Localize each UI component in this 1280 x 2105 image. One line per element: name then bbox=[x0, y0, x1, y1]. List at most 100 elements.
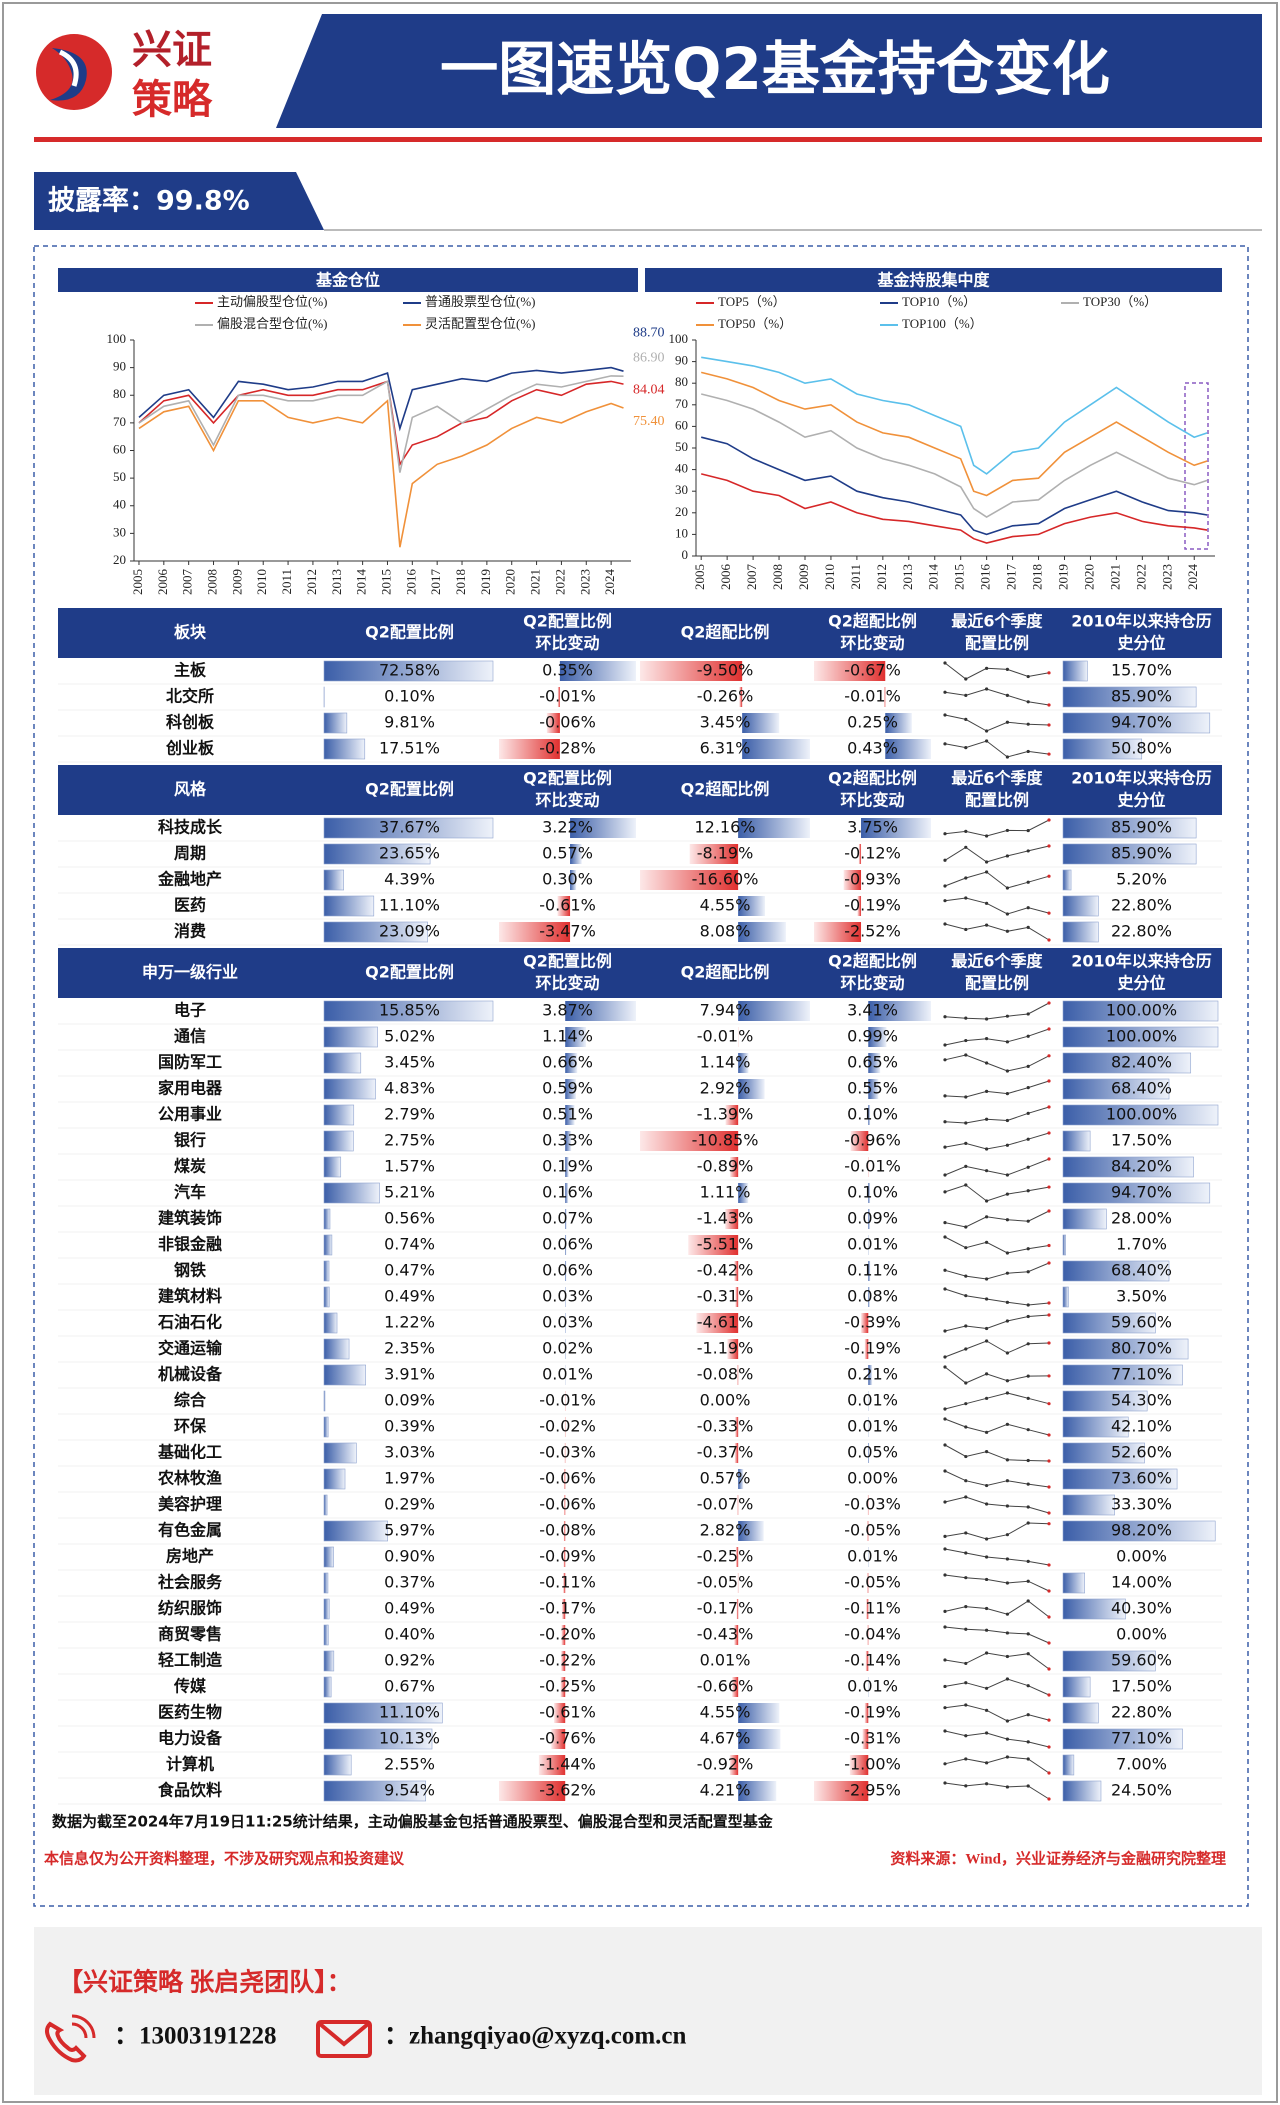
sparkline-point bbox=[964, 1681, 968, 1685]
x-tick-label: 2017 bbox=[1004, 564, 1019, 591]
sparkline-point bbox=[1047, 1771, 1051, 1775]
legend-label: 偏股混合型仓位(%) bbox=[217, 316, 328, 331]
cell-value: 0.56% bbox=[384, 1209, 435, 1228]
change-bar-positive bbox=[565, 1053, 578, 1073]
change-bar-negative bbox=[563, 1547, 566, 1567]
sparkline bbox=[944, 1002, 1050, 1020]
percentile-bar bbox=[1062, 1728, 1183, 1750]
row-name: 电力设备 bbox=[158, 1729, 223, 1748]
cell-value: 0.57% bbox=[700, 1469, 751, 1488]
change-bar-negative bbox=[843, 870, 862, 890]
row-name: 科技成长 bbox=[158, 818, 223, 837]
cell-value: 1.57% bbox=[384, 1157, 435, 1176]
cell-value: 2.82% bbox=[700, 1521, 751, 1540]
cell-value: -3.62% bbox=[539, 1781, 596, 1800]
sparkline-point bbox=[1047, 1693, 1051, 1697]
sparkline-point bbox=[1026, 1314, 1030, 1319]
cell-value: 0.10% bbox=[847, 1183, 898, 1202]
sparkline-point bbox=[943, 1043, 947, 1047]
sparkline-point bbox=[1047, 1797, 1051, 1801]
cell-value: 22.80% bbox=[1111, 922, 1172, 941]
change-bar-positive bbox=[570, 870, 577, 890]
x-tick-label: 2023 bbox=[577, 569, 592, 595]
sparkline bbox=[944, 845, 1050, 863]
sparkline-point bbox=[985, 1240, 989, 1244]
sparkline-point bbox=[1026, 674, 1030, 679]
percentile-bar bbox=[1062, 1754, 1075, 1776]
cell-value: -0.19% bbox=[844, 1339, 901, 1358]
cell-value: 4.83% bbox=[384, 1079, 435, 1098]
sparkline-point bbox=[943, 713, 947, 717]
column-header: 史分位 bbox=[1117, 634, 1165, 653]
sparkline-point bbox=[1005, 1118, 1010, 1123]
change-bar-positive bbox=[868, 1027, 887, 1047]
x-tick-label: 2022 bbox=[552, 569, 567, 595]
sparkline-point bbox=[1005, 1533, 1010, 1537]
sparkline-point bbox=[964, 845, 968, 849]
sparkline-point bbox=[985, 1537, 989, 1541]
change-bar-positive bbox=[565, 1157, 569, 1177]
cell-value: 100.00% bbox=[1106, 1001, 1177, 1020]
sparkline-point bbox=[1005, 1755, 1010, 1759]
change-bar-negative bbox=[865, 1651, 869, 1671]
sparkline bbox=[944, 923, 1050, 941]
percentile-bar bbox=[1062, 1026, 1219, 1048]
contact-box bbox=[34, 1927, 1262, 2095]
column-header: 最近6个季度 bbox=[951, 769, 1043, 788]
sparkline bbox=[944, 714, 1050, 732]
sparkline-point bbox=[1005, 854, 1010, 858]
sparkline bbox=[944, 1340, 1050, 1358]
sparkline-point bbox=[964, 1274, 968, 1278]
percentile-bar bbox=[1062, 1000, 1219, 1022]
change-bar-positive bbox=[868, 1209, 870, 1229]
mail-shape bbox=[316, 2020, 372, 2058]
y-tick-label: 20 bbox=[113, 552, 126, 567]
page-title: 一图速览Q2基金持仓变化 bbox=[440, 35, 1110, 103]
sparkline-point bbox=[1047, 1243, 1051, 1248]
cell-value: 0.00% bbox=[847, 1469, 898, 1488]
row-name: 计算机 bbox=[166, 1755, 214, 1774]
percentile-bar bbox=[1062, 738, 1143, 760]
row-name: 公用事业 bbox=[158, 1105, 222, 1124]
column-header: 2010年以来持仓历 bbox=[1071, 612, 1212, 631]
change-bar-positive bbox=[565, 1105, 575, 1125]
sparkline-point bbox=[943, 1287, 947, 1291]
change-bar-positive bbox=[742, 739, 810, 759]
x-tick-label: 2013 bbox=[329, 569, 344, 595]
sparkline-point bbox=[1005, 1422, 1010, 1426]
cell-value: -0.01% bbox=[539, 687, 596, 706]
legend-label: TOP30（%） bbox=[1083, 294, 1157, 309]
cell-value: -0.96% bbox=[844, 1131, 901, 1150]
alloc-bar bbox=[323, 895, 375, 917]
sparkline-point bbox=[943, 1417, 947, 1421]
cell-value: 14.00% bbox=[1111, 1573, 1172, 1592]
cell-value: 94.70% bbox=[1111, 1183, 1172, 1202]
legend-label: TOP10（%） bbox=[902, 294, 976, 309]
sparkline-point bbox=[1047, 1079, 1051, 1083]
sparkline-point bbox=[943, 1221, 947, 1225]
sparkline-point bbox=[964, 1734, 968, 1738]
column-header: 环比变动 bbox=[535, 634, 599, 653]
sparkline-point bbox=[1005, 886, 1010, 890]
sparkline-point bbox=[1005, 828, 1010, 833]
sparkline-point bbox=[1026, 1374, 1030, 1378]
change-bar-negative bbox=[737, 1365, 739, 1385]
row-name: 钢铁 bbox=[174, 1261, 206, 1280]
cell-value: 0.92% bbox=[384, 1651, 435, 1670]
change-bar-positive bbox=[565, 1287, 566, 1307]
cell-value: 0.10% bbox=[847, 1105, 898, 1124]
percentile-bar bbox=[1062, 869, 1072, 891]
percentile-bar bbox=[1062, 1260, 1170, 1282]
cell-value: -0.09% bbox=[539, 1547, 596, 1566]
percentile-bar bbox=[1062, 1234, 1066, 1256]
change-bar-positive bbox=[738, 1521, 764, 1541]
column-header: 最近6个季度 bbox=[951, 952, 1043, 971]
sparkline-point bbox=[943, 1443, 947, 1447]
sparkline-point bbox=[985, 834, 989, 838]
sparkline-point bbox=[964, 829, 968, 834]
sparkline-point bbox=[1026, 1247, 1030, 1251]
row-name: 食品饮料 bbox=[157, 1781, 222, 1800]
change-bar-positive bbox=[738, 1703, 780, 1723]
sparkline-point bbox=[943, 1609, 947, 1613]
cell-value: -0.93% bbox=[844, 870, 901, 889]
